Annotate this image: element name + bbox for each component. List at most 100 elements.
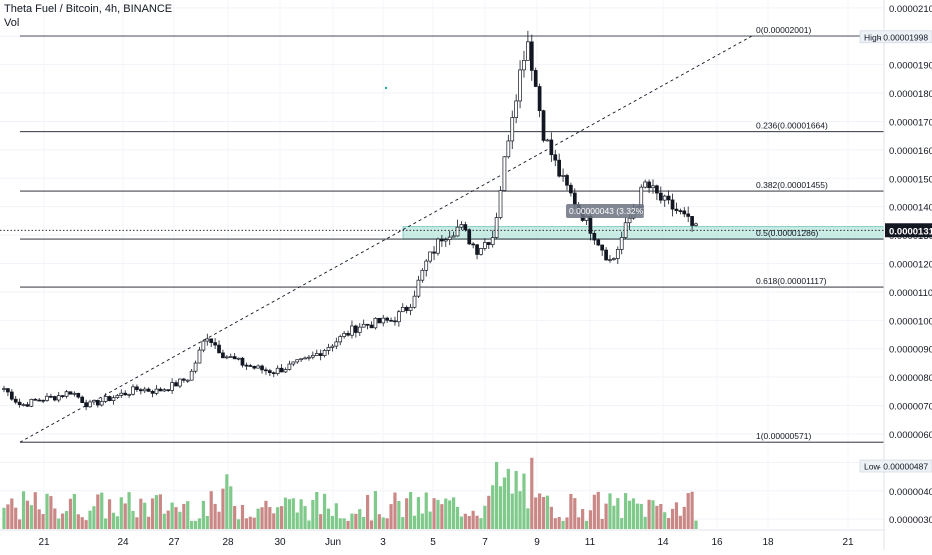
candle-up <box>29 398 34 407</box>
candle-down <box>557 159 562 177</box>
candle-down <box>33 398 38 401</box>
volume-bar <box>510 493 514 529</box>
volume-bar <box>76 514 80 529</box>
volume-bar <box>358 509 362 529</box>
volume-bar <box>190 520 194 529</box>
candle-up <box>506 140 511 158</box>
low-badge-background <box>859 459 932 473</box>
candle-up <box>103 396 108 402</box>
candle-up <box>197 349 202 364</box>
candle-up <box>608 259 612 261</box>
candle-up <box>483 242 487 249</box>
volume-bar <box>545 495 550 529</box>
candle-up <box>561 175 565 177</box>
volume-bar <box>459 516 464 529</box>
candle-down <box>60 395 65 397</box>
volume-bar <box>139 498 143 529</box>
volume-bar <box>10 498 14 529</box>
candle-down <box>209 338 214 343</box>
volume-bar <box>260 507 264 529</box>
candle-up <box>275 367 280 374</box>
candle-up <box>412 295 417 308</box>
volume-bars <box>2 457 698 529</box>
volume-bar <box>694 520 698 529</box>
volume-bar <box>107 499 112 529</box>
candle-up <box>170 382 174 391</box>
volume-bar <box>643 516 647 529</box>
candle-up <box>303 357 307 360</box>
candle-down <box>533 70 538 87</box>
candle-down <box>549 139 554 156</box>
volume-bar <box>100 492 104 529</box>
volume-bar <box>303 506 307 529</box>
volume-bar <box>463 513 467 529</box>
candle-down <box>346 333 350 336</box>
volume-bar <box>236 519 241 529</box>
time-tick-label: 14 <box>657 537 669 548</box>
candle-down <box>150 391 155 394</box>
candle-down <box>49 395 53 398</box>
volume-bar <box>319 514 323 529</box>
time-tick-label: 21 <box>842 537 854 548</box>
volume-bar <box>14 507 18 529</box>
volume-bar <box>240 505 245 529</box>
volume-bar <box>541 497 546 529</box>
volume-bar <box>362 516 366 529</box>
candle-up <box>322 350 327 356</box>
volume-bar <box>315 492 319 529</box>
time-tick-label: 16 <box>711 537 723 548</box>
fib-level-label: 0.236(0.00001664) <box>756 121 828 131</box>
volume-bar <box>174 507 178 529</box>
candle-up <box>342 333 346 337</box>
volume-bar <box>205 515 209 529</box>
candle-down <box>404 306 409 311</box>
volume-bar <box>659 504 663 529</box>
volume-bar <box>491 485 495 529</box>
candle-down <box>486 242 491 245</box>
volume-bar <box>217 511 221 529</box>
volume-bar <box>397 501 401 529</box>
volume-bar <box>68 498 73 529</box>
volume-bar <box>553 518 557 529</box>
candle-down <box>138 389 143 392</box>
volume-bar <box>123 503 127 529</box>
volume-bar <box>330 515 335 529</box>
volume-bar <box>342 518 346 529</box>
candle-down <box>166 389 171 391</box>
overlays: 0.00000043 (3.32%) 43 0.00001317 High - 0.… <box>0 30 932 473</box>
candle-up <box>514 100 519 118</box>
candle-down <box>354 325 358 333</box>
candle-down <box>25 404 30 407</box>
candle-up <box>299 358 303 361</box>
candle-down <box>600 244 605 251</box>
volume-legend-label: Vol <box>4 17 20 29</box>
volume-bar <box>475 515 479 529</box>
volume-bar <box>143 502 147 529</box>
volume-bar <box>635 503 639 529</box>
time-tick-label: 24 <box>117 537 129 548</box>
candle-up <box>416 279 421 297</box>
high-badge-background <box>859 30 932 44</box>
volume-bar <box>233 505 237 529</box>
volume-bar <box>354 513 358 529</box>
volume-bar <box>627 500 632 529</box>
candle-down <box>9 391 14 400</box>
volume-bar <box>178 511 182 529</box>
volume-bar <box>647 499 651 529</box>
candle-down <box>279 367 284 373</box>
volume-bar <box>209 491 213 529</box>
volume-bar <box>2 507 6 529</box>
candle-up <box>224 356 229 359</box>
volume-bar <box>279 506 284 529</box>
candle-down <box>690 216 694 226</box>
volume-bar <box>690 491 694 529</box>
volume-bar <box>84 520 88 529</box>
volume-bar <box>686 493 690 529</box>
volume-bar <box>436 499 440 529</box>
